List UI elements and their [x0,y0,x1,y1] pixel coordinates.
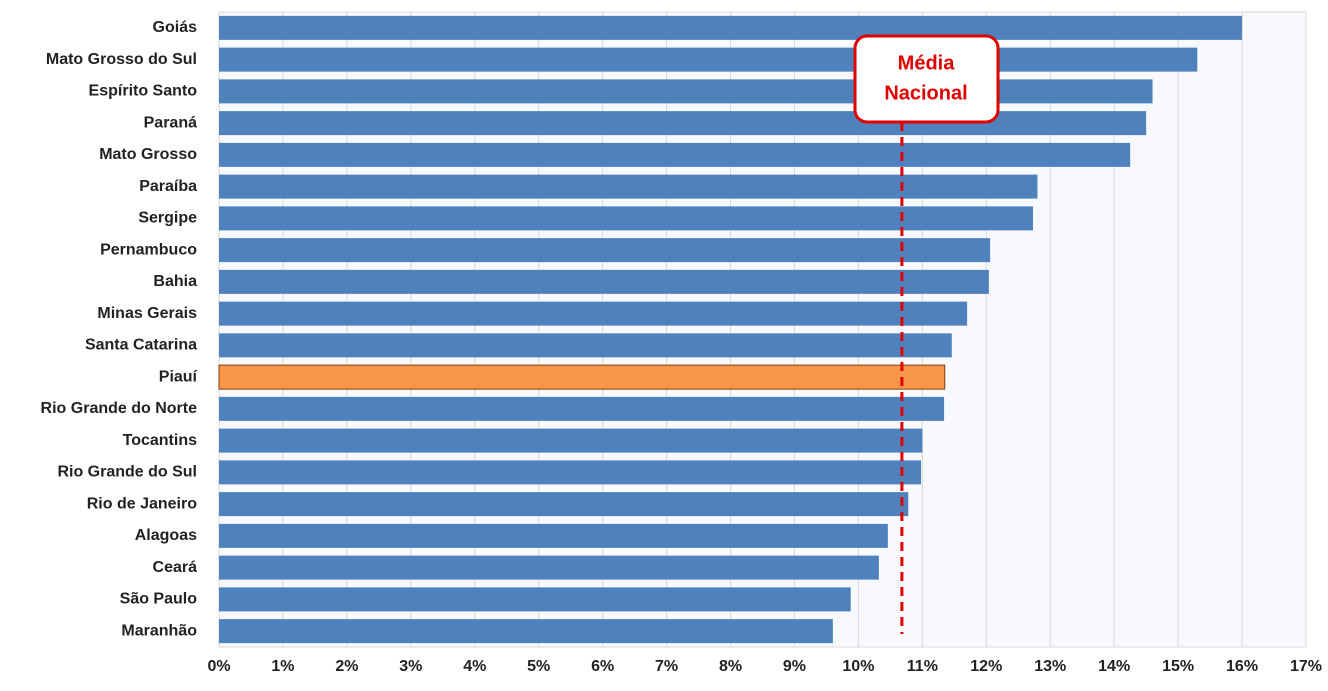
y-tick-label: Tocantins [123,432,197,449]
y-tick-label: Minas Gerais [97,305,197,322]
x-tick-label: 15% [1162,658,1194,675]
x-tick-label: 8% [719,658,742,675]
bar [219,15,1243,40]
y-tick-label: Paraíba [139,178,197,195]
bar [219,206,1033,231]
annotation-text: Média [898,52,956,74]
bar [219,111,1147,136]
x-tick-label: 0% [207,658,230,675]
y-tick-label: Espírito Santo [89,83,198,100]
bar [219,301,968,326]
y-tick-label: Alagoas [135,527,197,544]
bar [218,364,946,390]
bar [219,460,922,485]
x-tick-label: 5% [527,658,550,675]
bar [219,523,888,548]
y-tick-label: Paraná [144,114,197,131]
annotation-box [853,34,1000,124]
x-tick-label: 10% [842,658,874,675]
y-tick-label: Ceará [153,559,198,576]
bar [219,555,879,580]
x-tick-label: 11% [907,658,938,675]
bar [219,492,909,517]
y-tick-label: Sergipe [138,210,197,227]
bar [219,174,1038,199]
x-tick-label: 7% [655,658,678,675]
y-tick-label: Mato Grosso do Sul [46,51,197,68]
y-tick-label: Rio Grande do Norte [41,400,198,417]
bar [219,47,1198,72]
plot-area [218,11,1307,648]
y-tick-label: Piauí [159,368,198,385]
bar [219,238,991,263]
bar [219,79,1153,104]
x-tick-label: 12% [970,658,1002,675]
bar [219,587,851,612]
x-tick-label: 6% [591,658,614,675]
bar [219,396,945,421]
x-tick-label: 14% [1098,658,1130,675]
y-tick-label: Mato Grosso [99,146,197,163]
y-tick-label: Pernambuco [100,241,197,258]
x-tick-label: 9% [783,658,806,675]
bar [219,333,952,358]
x-tick-label: 3% [399,658,422,675]
bar [219,269,989,294]
x-tick-label: 4% [463,658,486,675]
bar [219,619,833,644]
y-tick-label: Rio Grande do Sul [57,464,197,481]
x-tick-label: 1% [271,658,294,675]
x-tick-label: 16% [1226,658,1258,675]
bar [219,428,923,453]
annotation-text: Nacional [884,82,967,104]
bar [219,142,1131,167]
y-tick-label: Bahia [153,273,197,290]
y-tick-label: Goiás [153,19,198,36]
x-tick-label: 17% [1290,658,1322,675]
y-tick-label: Rio de Janeiro [87,495,197,512]
x-tick-label: 13% [1034,658,1066,675]
x-tick-label: 2% [335,658,358,675]
y-tick-label: Santa Catarina [85,337,197,354]
y-tick-label: Maranhão [121,622,197,639]
y-tick-label: São Paulo [120,591,198,608]
